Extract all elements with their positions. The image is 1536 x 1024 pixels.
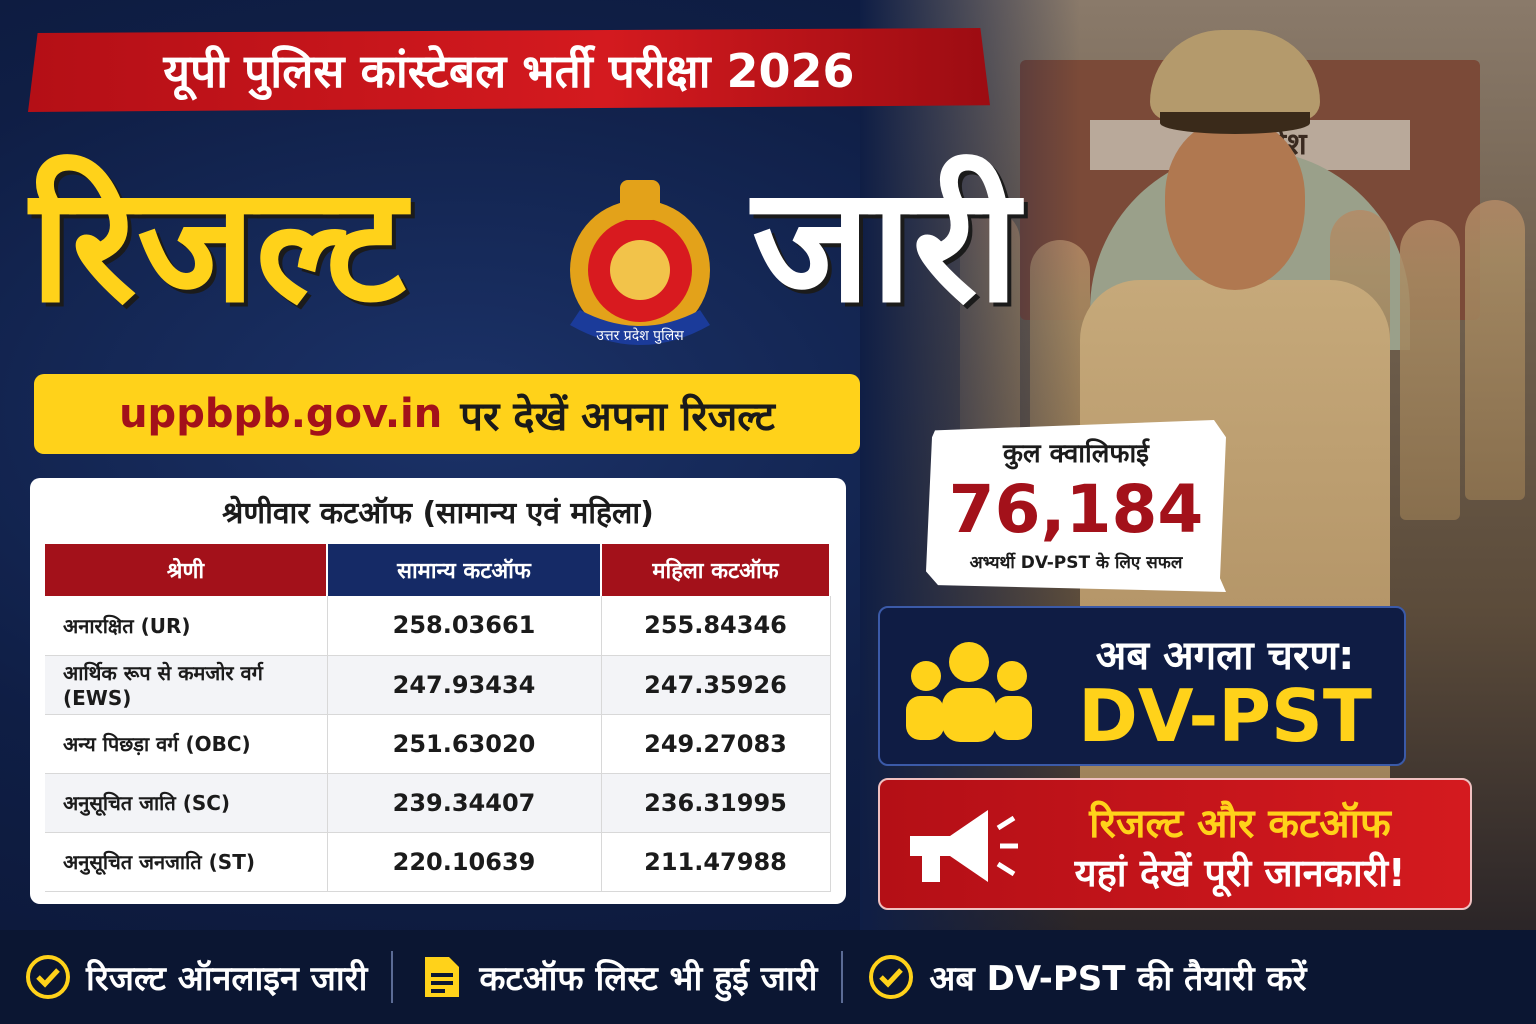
cell-category: अनारक्षित (UR) — [45, 596, 328, 656]
next-step-box: अब अगला चरण: DV-PST — [878, 606, 1406, 766]
footer-item-dvpst-prep: अब DV-PST की तैयारी करें — [843, 953, 1330, 1001]
next-step-value: DV-PST — [1078, 674, 1372, 758]
qualified-count: 76,184 — [948, 471, 1204, 548]
cell-category: अनुसूचित जनजाति (ST) — [45, 832, 328, 892]
cell-general: 258.03661 — [327, 596, 602, 656]
cutoff-table-card: श्रेणीवार कटऑफ (सामान्य एवं महिला) श्रेण… — [30, 478, 846, 904]
result-info-button[interactable]: रिजल्ट और कटऑफ यहां देखें पूरी जानकारी! — [878, 778, 1472, 910]
footer-label: रिजल्ट ऑनलाइन जारी — [86, 959, 368, 999]
check-circle-icon — [26, 955, 70, 999]
footer-item-cutoff-list: कटऑफ लिस्ट भी हुई जारी — [393, 953, 841, 1001]
cta-line1: रिजल्ट और कटऑफ — [1089, 801, 1391, 847]
col-header-general: सामान्य कटऑफ — [327, 544, 602, 596]
table-row: अनुसूचित जनजाति (ST) 220.10639 211.47988 — [45, 832, 831, 892]
table-row: आर्थिक रूप से कमजोर वर्ग (EWS) 247.93434… — [45, 655, 831, 715]
cell-female: 236.31995 — [601, 773, 831, 833]
troop-figure — [1400, 220, 1460, 520]
document-icon — [425, 957, 460, 997]
cell-female: 255.84346 — [601, 596, 831, 656]
header-title: यूपी पुलिस कांस्टेबल भर्ती परीक्षा 2026 — [163, 44, 855, 98]
header-banner — [28, 28, 990, 112]
next-step-label: अब अगला चरण: — [1095, 633, 1355, 679]
cell-female: 211.47988 — [601, 832, 831, 892]
cta-line2: यहां देखें पूरी जानकारी! — [1074, 851, 1406, 895]
troop-figure — [1465, 200, 1525, 500]
divider — [391, 951, 394, 1003]
qualified-label: कुल क्वालिफाई — [1003, 439, 1149, 469]
cell-category: आर्थिक रूप से कमजोर वर्ग (EWS) — [45, 655, 328, 715]
cell-category: अनुसूचित जाति (SC) — [45, 773, 328, 833]
cell-general: 220.10639 — [327, 832, 602, 892]
url-bar-text: पर देखें अपना रिजल्ट — [460, 393, 775, 440]
people-icon — [906, 642, 1032, 742]
footer-item-result-online: रिजल्ट ऑनलाइन जारी — [0, 953, 391, 1001]
col-header-female: महिला कटऑफ — [601, 544, 831, 596]
cutoff-table-title: श्रेणीवार कटऑफ (सामान्य एवं महिला) — [222, 495, 654, 531]
footer-label: कटऑफ लिस्ट भी हुई जारी — [479, 959, 818, 999]
table-row: अन्य पिछड़ा वर्ग (OBC) 251.63020 249.270… — [45, 714, 831, 774]
divider — [841, 951, 844, 1003]
cutoff-table: श्रेणी सामान्य कटऑफ महिला कटऑफ अनारक्षित… — [45, 544, 831, 892]
table-row: अनारक्षित (UR) 258.03661 255.84346 — [45, 596, 831, 656]
check-circle-icon — [869, 955, 914, 999]
cell-general: 247.93434 — [327, 655, 602, 715]
emblem-text: उत्तर प्रदेश पुलिस — [596, 327, 684, 344]
qualified-sub: अभ्यर्थी DV-PST के लिए सफल — [969, 553, 1183, 573]
headline-result: रिजल्ट — [30, 151, 407, 338]
up-police-emblem-icon: उत्तर प्रदेश पुलिस — [570, 180, 710, 345]
headline-jari: जारी — [752, 151, 1020, 338]
cell-female: 249.27083 — [601, 714, 831, 774]
cell-category: अन्य पिछड़ा वर्ग (OBC) — [45, 714, 328, 774]
footer-label: अब DV-PST की तैयारी करें — [929, 959, 1307, 999]
website-link[interactable]: uppbpb.gov.in — [119, 391, 443, 437]
cell-female: 247.35926 — [601, 655, 831, 715]
url-bar[interactable]: uppbpb.gov.in पर देखें अपना रिजल्ट — [34, 374, 860, 454]
cell-general: 239.34407 — [327, 773, 602, 833]
headline: रिजल्ट उत्तर प्रदेश पुलिस जारी — [30, 140, 1019, 360]
col-header-category: श्रेणी — [45, 544, 328, 596]
qualified-box: कुल क्वालिफाई 76,184 अभ्यर्थी DV-PST के … — [926, 420, 1226, 592]
table-row: अनुसूचित जाति (SC) 239.34407 236.31995 — [45, 773, 831, 833]
footer-bar: रिजल्ट ऑनलाइन जारी कटऑफ लिस्ट भी हुई जार… — [0, 930, 1536, 1024]
megaphone-icon — [910, 810, 1018, 882]
cell-general: 251.63020 — [327, 714, 602, 774]
